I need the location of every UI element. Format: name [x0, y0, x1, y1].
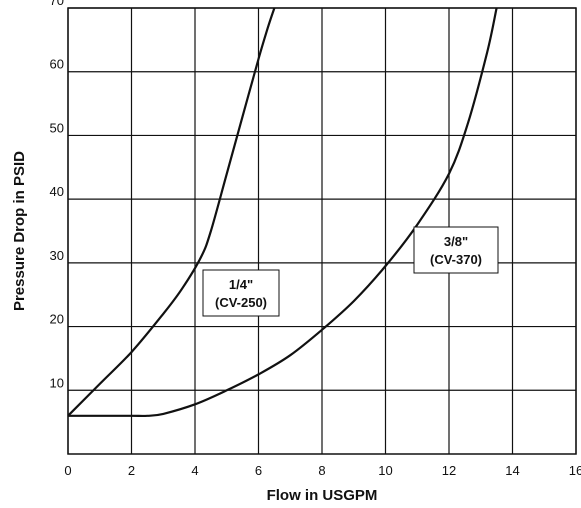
y-tick-labels: 10 20 30 40 50 60 70 [50, 0, 64, 390]
series-label-line: 1/4" [229, 277, 253, 292]
series-label-box [413, 226, 499, 274]
y-tick-label: 70 [50, 0, 64, 8]
y-tick-label: 10 [50, 375, 64, 390]
y-tick-label: 50 [50, 120, 64, 135]
series-label-line: (CV-250) [215, 295, 267, 310]
x-tick-label: 8 [318, 463, 325, 478]
x-tick-label: 12 [442, 463, 456, 478]
series-label-box [202, 269, 280, 317]
series-label-line: 3/8" [444, 234, 468, 249]
y-tick-label: 40 [50, 184, 64, 199]
grid-lines [67, 7, 577, 454]
series-label-line: (CV-370) [430, 252, 482, 267]
y-axis-title: Pressure Drop in PSID [11, 151, 28, 311]
x-tick-label: 16 [569, 463, 581, 478]
x-tick-labels: 0 2 4 6 8 10 12 14 16 [64, 463, 581, 478]
x-tick-label: 4 [191, 463, 198, 478]
x-tick-label: 2 [128, 463, 135, 478]
series-label-cv-250: 1/4" (CV-250) [202, 269, 280, 317]
y-tick-label: 60 [50, 57, 64, 72]
y-tick-label: 30 [50, 248, 64, 263]
x-tick-label: 14 [505, 463, 519, 478]
x-tick-label: 6 [255, 463, 262, 478]
x-axis-title: Flow in USGPM [267, 487, 378, 504]
series-line-cv-250 [67, 7, 276, 417]
series-lines [67, 7, 498, 418]
plot-frame [67, 7, 577, 455]
x-tick-label: 0 [64, 463, 71, 478]
y-tick-label: 20 [50, 312, 64, 327]
series-line-cv-370 [68, 7, 498, 418]
x-tick-label: 10 [378, 463, 392, 478]
series-label-cv-370: 3/8" (CV-370) [413, 226, 499, 274]
